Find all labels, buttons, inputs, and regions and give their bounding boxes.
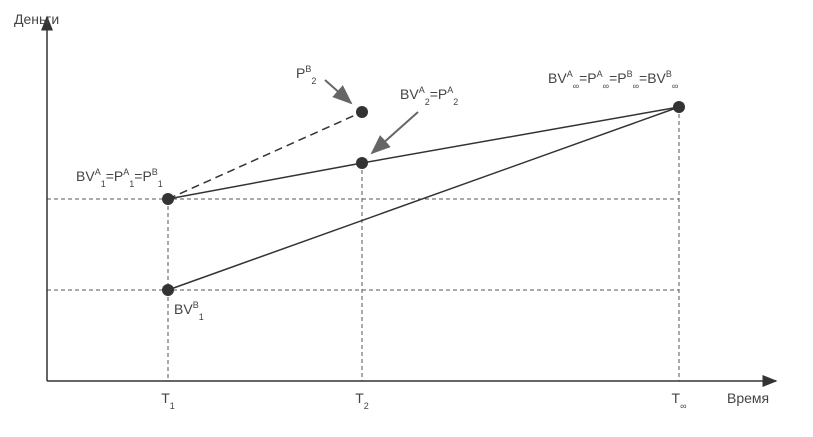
label-base: BV	[76, 168, 95, 184]
label-base: =P	[134, 168, 152, 184]
label-sub: ∞	[672, 81, 678, 91]
label-sub: 2	[311, 76, 316, 86]
label: BVA1​=PA1​=PB1​	[76, 167, 163, 189]
label: PB2​	[296, 64, 316, 86]
label-base: BV	[548, 70, 567, 86]
label-base: T	[672, 390, 681, 406]
points	[162, 101, 685, 296]
arrow	[324, 79, 353, 105]
label-sup: B	[666, 69, 672, 79]
label-sub: 1	[101, 179, 106, 189]
label-sub: 2	[425, 97, 430, 107]
label-base: BV	[174, 301, 193, 317]
label-sup: A	[567, 69, 573, 79]
label-sub: 2	[364, 401, 369, 411]
arrow	[370, 111, 419, 155]
label-sup: A	[447, 85, 453, 95]
label-sup: A	[95, 167, 101, 177]
label: BVA∞​=PA∞​=PB∞​=BVB∞​	[548, 69, 678, 91]
line-a	[167, 106, 680, 200]
label-base: =BV	[639, 70, 667, 86]
label-sub: ∞	[633, 81, 639, 91]
label-sub: 1	[158, 179, 163, 189]
label-base: P	[296, 65, 305, 81]
label-sup: B	[305, 64, 311, 74]
label-sup: B	[152, 167, 158, 177]
label: BVA2​=PA2​	[400, 85, 458, 107]
label-sup: B	[193, 300, 199, 310]
label: T∞​	[672, 390, 687, 411]
label-sup: A	[123, 167, 129, 177]
label-base: T	[161, 390, 170, 406]
label-base: =P	[106, 168, 124, 184]
label-sub: 2	[453, 97, 458, 107]
label-base: BV	[400, 86, 419, 102]
label-sub: ∞	[603, 81, 609, 91]
label: T2​	[355, 390, 369, 411]
label-sub: 1	[199, 312, 204, 322]
y-axis-label: Деньги	[14, 11, 59, 27]
guides	[47, 107, 680, 381]
label-sup: A	[597, 69, 603, 79]
label-sub: ∞	[573, 81, 579, 91]
label-base: =P	[609, 70, 627, 86]
label: BVB1​	[174, 300, 204, 322]
line-b-dashed	[167, 111, 363, 200]
label-base: =P	[430, 86, 448, 102]
line-b	[167, 106, 680, 291]
label-sub: 1	[129, 179, 134, 189]
label-sup: B	[627, 69, 633, 79]
label-sup: A	[419, 85, 425, 95]
label-base: T	[355, 390, 364, 406]
label-base: =P	[579, 70, 597, 86]
label-sub: 1	[170, 401, 175, 411]
label-sub: ∞	[680, 401, 686, 411]
x-axis-label: Время	[727, 390, 769, 406]
label: T1​	[161, 390, 175, 411]
